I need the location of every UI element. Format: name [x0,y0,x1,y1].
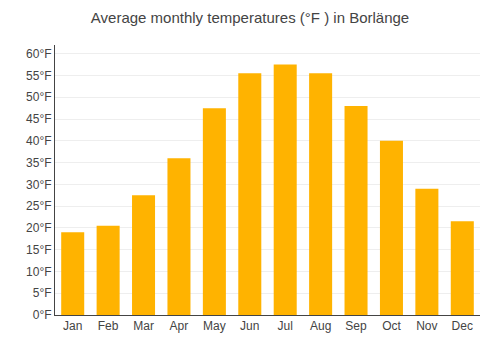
svg-text:May: May [203,319,226,333]
svg-text:25°F: 25°F [26,199,51,213]
svg-text:60°F: 60°F [26,47,51,61]
svg-text:55°F: 55°F [26,69,51,83]
svg-text:Jul: Jul [278,319,293,333]
svg-text:20°F: 20°F [26,221,51,235]
svg-text:Feb: Feb [98,319,119,333]
svg-text:Mar: Mar [133,319,154,333]
svg-text:45°F: 45°F [26,112,51,126]
svg-text:Aug: Aug [310,319,331,333]
svg-text:40°F: 40°F [26,134,51,148]
svg-text:Oct: Oct [382,319,401,333]
svg-text:30°F: 30°F [26,178,51,192]
svg-text:Average monthly temperatures (: Average monthly temperatures (°F ) in Bo… [91,9,409,26]
svg-text:0°F: 0°F [33,308,52,322]
svg-text:Nov: Nov [416,319,437,333]
svg-text:Sep: Sep [345,319,367,333]
svg-text:Apr: Apr [170,319,189,333]
svg-text:10°F: 10°F [26,265,51,279]
svg-text:Jan: Jan [63,319,82,333]
svg-text:Dec: Dec [452,319,473,333]
svg-text:5°F: 5°F [33,286,52,300]
svg-text:15°F: 15°F [26,243,51,257]
svg-text:35°F: 35°F [26,156,51,170]
svg-text:Jun: Jun [240,319,259,333]
svg-text:50°F: 50°F [26,90,51,104]
